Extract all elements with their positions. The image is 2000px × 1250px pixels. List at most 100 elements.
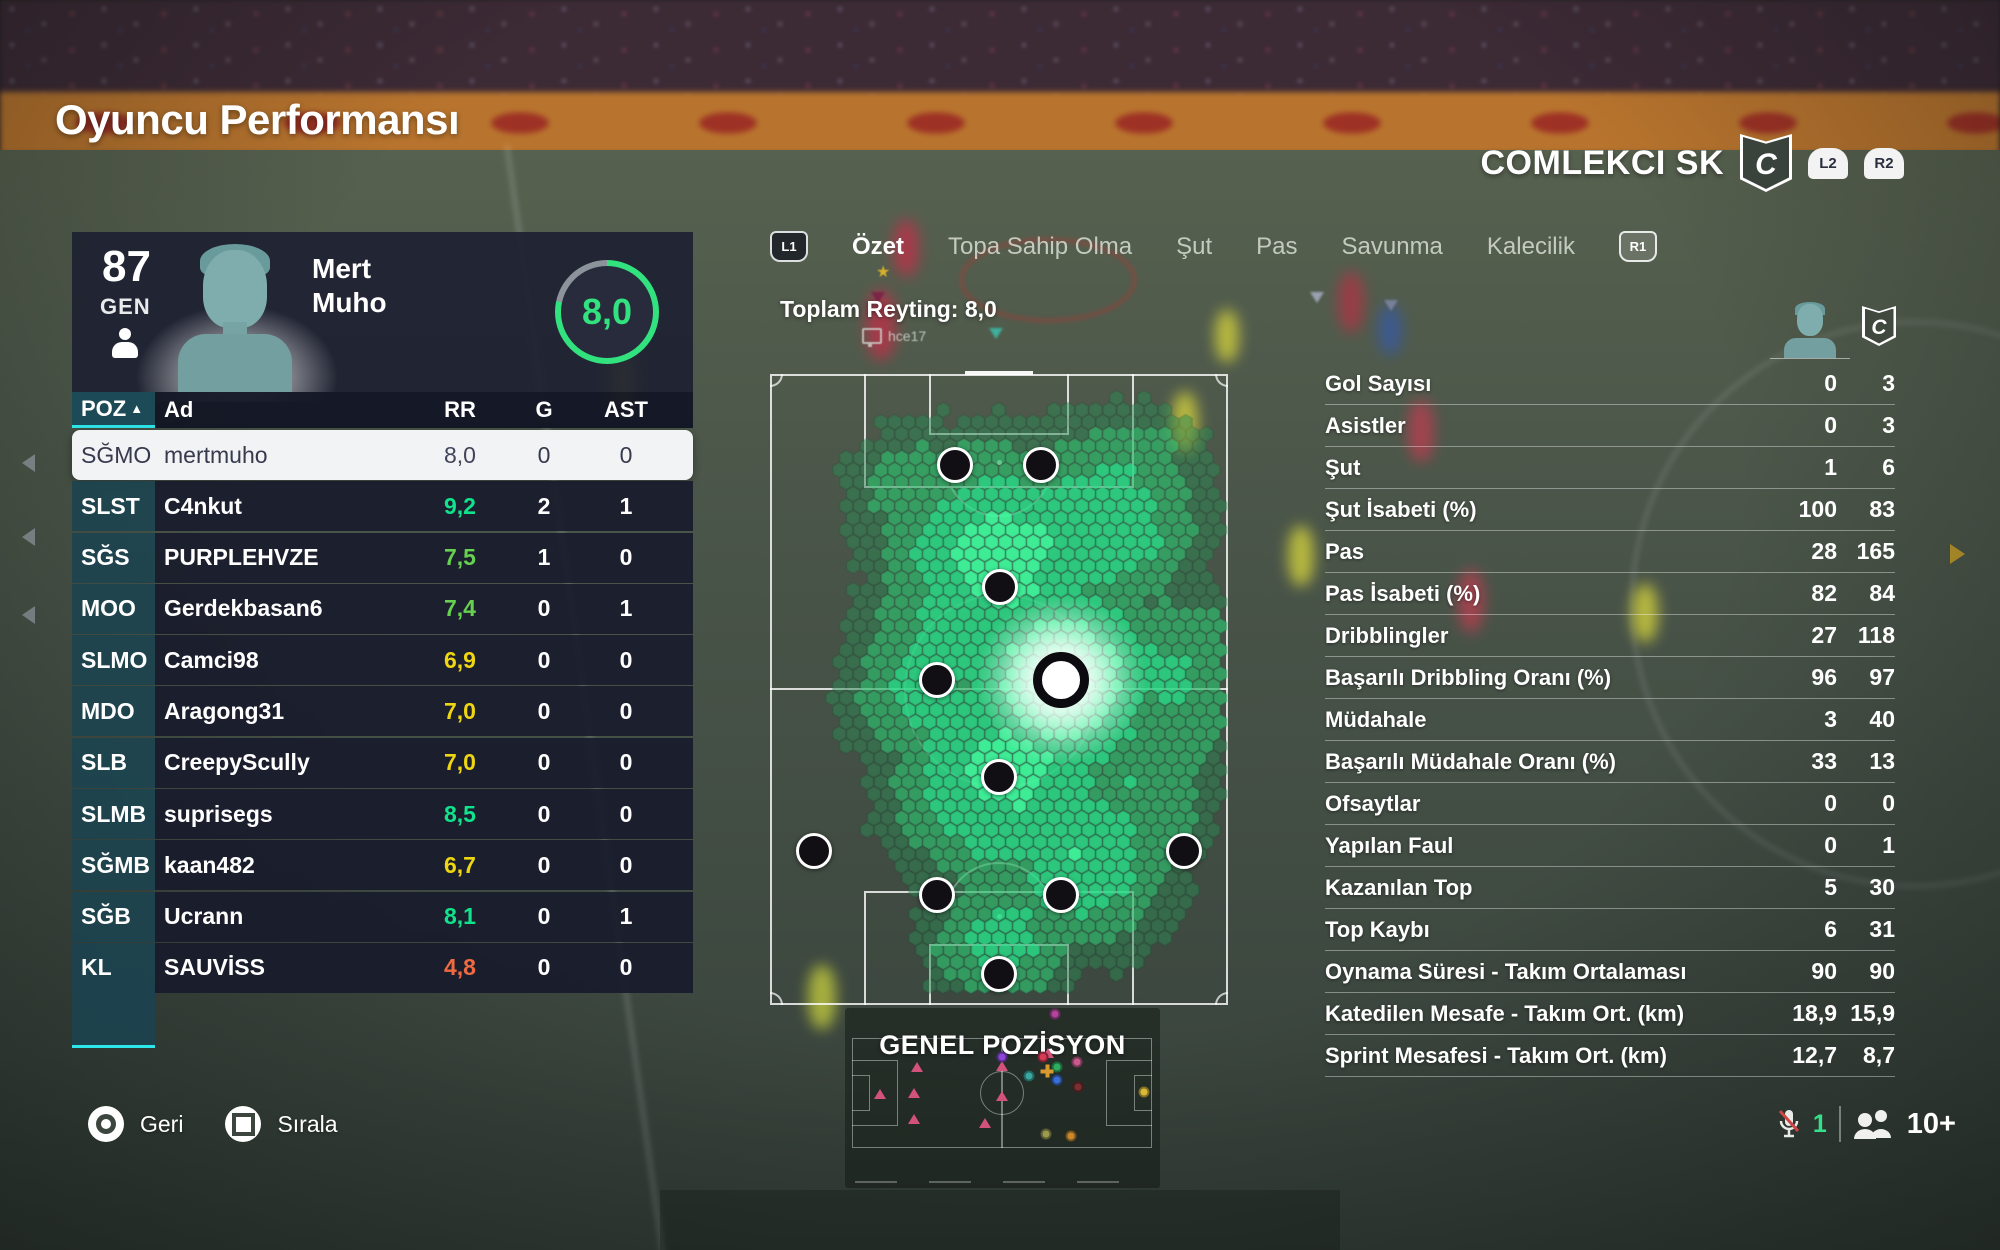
stat-row: Ofsaytlar 0 0 [1325, 783, 1895, 825]
r1-bumper-button[interactable]: R1 [1618, 231, 1657, 262]
roster-row[interactable]: SLMO Camci98 6,9 0 0 [72, 635, 693, 686]
stat-team-value: 90 [1869, 958, 1895, 984]
stat-label: Şut İsabeti (%) [1325, 496, 1477, 522]
team-indicator-icon [1310, 292, 1324, 303]
sort-button-label[interactable]: Sırala [277, 1110, 338, 1137]
blurred-player [1632, 584, 1658, 642]
stat-player-value: 0 [1824, 832, 1837, 858]
stat-row: Başarılı Müdahale Oranı (%) 33 13 [1325, 741, 1895, 783]
roster-table-body: SĞMO mertmuho 8,0 0 0 SLST C4nkut 9,2 2 1 SĞS PURPL… [72, 430, 693, 994]
stat-player-value: 90 [1811, 958, 1837, 984]
stat-player-value: 5 [1824, 874, 1837, 900]
stat-row: Şut 1 6 [1325, 447, 1895, 489]
cell-poz: SĞMO [81, 441, 152, 468]
stat-label: Başarılı Müdahale Oranı (%) [1325, 748, 1616, 774]
total-rating-label: Toplam Reyting: 8,0 [780, 296, 997, 322]
stat-row: Başarılı Dribbling Oranı (%) 96 97 [1325, 657, 1895, 699]
stat-row: Dribblingler 27 118 [1325, 615, 1895, 657]
stat-player-value: 3 [1824, 706, 1837, 732]
player-dot [981, 759, 1017, 795]
l2-trigger-button[interactable]: L2 [1808, 147, 1848, 179]
stadium-stands-background [0, 0, 2000, 100]
back-button-label[interactable]: Geri [140, 1110, 184, 1137]
minimap-dot-marker [1051, 1074, 1063, 1086]
left-edge-arrow-icon [22, 454, 35, 472]
cell-poz: SLMO [72, 635, 155, 686]
cell-rating: 8,5 [444, 800, 476, 827]
roster-row[interactable]: SĞB Ucrann 8,1 0 1 [72, 891, 693, 942]
roster-row-selected[interactable]: SĞMO mertmuho 8,0 0 0 [72, 430, 693, 480]
cell-assists: 0 [619, 544, 633, 571]
minimap-dot-marker [1040, 1128, 1052, 1140]
cell-goals: 0 [537, 697, 551, 724]
team-indicator-icon [871, 292, 885, 303]
monitor-icon [862, 328, 882, 347]
cell-name: mertmuho [164, 441, 268, 468]
stat-team-value: 31 [1869, 916, 1895, 942]
voice-chat-count: 1 [1812, 1109, 1827, 1138]
stat-team-value: 15,9 [1850, 1000, 1895, 1026]
stat-player-value: 28 [1811, 538, 1837, 564]
stat-team-value: 83 [1869, 496, 1895, 522]
stat-player-value: 0 [1824, 412, 1837, 438]
roster-row[interactable]: SLMB suprisegs 8,5 0 0 [72, 789, 693, 840]
roster-row[interactable]: SLST C4nkut 9,2 2 1 [72, 481, 693, 532]
stat-team-value: 8,7 [1863, 1042, 1895, 1068]
player-avatar [170, 242, 300, 392]
blurred-player [1408, 400, 1434, 462]
cell-assists: 1 [619, 492, 633, 519]
column-header-ast[interactable]: AST [604, 397, 648, 422]
roster-row[interactable]: SĞMB kaan482 6,7 0 0 [72, 840, 693, 891]
roster-row[interactable]: KL SAUVİSS 4,8 0 0 [72, 942, 693, 993]
player-last-name: Muho [312, 287, 387, 318]
minimap-triangle-marker [908, 1088, 920, 1098]
tab-özet[interactable]: Özet [852, 232, 905, 260]
minimap-dot-marker [1037, 1051, 1049, 1063]
cell-name: C4nkut [164, 492, 242, 519]
stat-player-value: 18,9 [1792, 1000, 1837, 1026]
player-overall: 87 [102, 242, 151, 291]
cell-goals: 0 [537, 646, 551, 673]
roster-row[interactable]: SLB CreepyScully 7,0 0 0 [72, 737, 693, 788]
square-button-icon[interactable] [225, 1106, 262, 1142]
player-name: Mert Muho [312, 252, 387, 320]
roster-row[interactable]: SĞS PURPLEHVZE 7,5 1 0 [72, 532, 693, 583]
player-dot [796, 833, 832, 869]
minimap-left-box [852, 1060, 898, 1126]
player-dot [919, 877, 955, 913]
tab-savunma[interactable]: Savunma [1341, 232, 1443, 260]
cell-name: PURPLEHVZE [164, 544, 319, 571]
cell-assists: 0 [619, 441, 633, 468]
cell-name: CreepyScully [164, 749, 310, 776]
stat-player-value: 100 [1798, 496, 1837, 522]
circle-button-icon[interactable] [88, 1106, 124, 1142]
column-header-rr[interactable]: RR [444, 397, 476, 422]
blurred-player [893, 220, 919, 276]
tab-şut[interactable]: Şut [1176, 232, 1213, 260]
tab-kalecilik[interactable]: Kalecilik [1486, 232, 1575, 260]
l1-bumper-button[interactable]: L1 [770, 231, 808, 262]
column-header-g[interactable]: G [535, 397, 553, 422]
column-header-ad[interactable]: Ad [164, 397, 194, 422]
blurred-player [1458, 570, 1484, 632]
stat-row: Kazanılan Top 5 30 [1325, 867, 1895, 909]
stat-label: Pas [1325, 538, 1365, 564]
tab-topa-sahip-olma[interactable]: Topa Sahip Olma [948, 232, 1133, 260]
cell-name: kaan482 [164, 851, 255, 878]
team-indicator-icon [1384, 300, 1398, 311]
tab-pas[interactable]: Pas [1256, 232, 1298, 260]
stat-player-value: 0 [1824, 790, 1837, 816]
cell-rating: 4,8 [444, 954, 476, 981]
cell-goals: 0 [537, 595, 551, 622]
roster-row[interactable]: MOO Gerdekbasan6 7,4 0 1 [72, 583, 693, 634]
roster-row[interactable]: MDO Aragong31 7,0 0 0 [72, 686, 693, 737]
minimap-right-box [1106, 1060, 1152, 1126]
stat-team-value: 13 [1869, 748, 1895, 774]
r2-trigger-button[interactable]: R2 [1864, 147, 1904, 179]
column-header-poz[interactable]: POZ ▲ [72, 392, 155, 428]
minimap-triangle-marker [874, 1089, 886, 1099]
club-logo: C [1740, 134, 1792, 192]
player-dot [937, 447, 973, 483]
cell-poz: KL [72, 942, 155, 993]
